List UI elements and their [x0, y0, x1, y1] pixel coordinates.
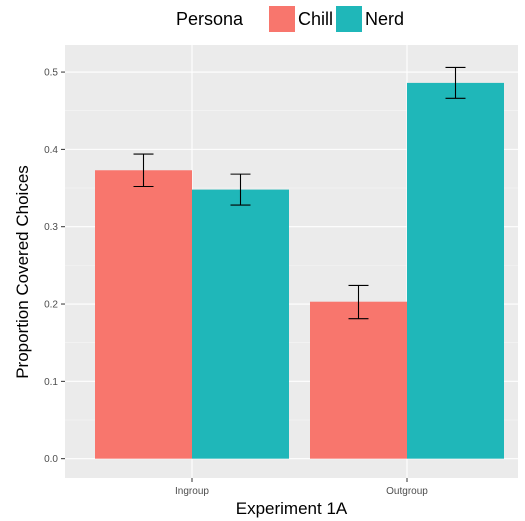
- y-tick-label: 0.5: [44, 68, 58, 79]
- y-tick-label: 0.1: [44, 377, 58, 388]
- y-tick-label: 0.3: [44, 222, 58, 233]
- x-axis-title: Experiment 1A: [236, 499, 348, 518]
- legend: Persona Chill Nerd: [176, 6, 404, 32]
- y-tick-label: 0.2: [44, 300, 58, 311]
- bars: [95, 82, 504, 459]
- bar-chill-outgroup: [310, 301, 407, 459]
- x-tick-label: Ingroup: [175, 486, 209, 497]
- legend-title: Persona: [176, 9, 244, 29]
- y-axis: 0.0 0.1 0.2 0.3 0.4 0.5: [44, 68, 65, 465]
- y-axis-title: Proportion Covered Choices: [13, 165, 32, 379]
- legend-label-nerd: Nerd: [365, 9, 404, 29]
- x-axis: Ingroup Outgroup: [175, 478, 428, 497]
- bar-chill-ingroup: [95, 170, 192, 459]
- error-bar-chill-outgroup: [348, 284, 369, 320]
- error-bars: [133, 66, 466, 320]
- error-bar-nerd-ingroup: [230, 173, 251, 206]
- y-tick-label: 0.0: [44, 454, 58, 465]
- y-tick-label: 0.4: [44, 145, 58, 156]
- bar-nerd-ingroup: [192, 189, 289, 459]
- error-bar-chill-ingroup: [133, 153, 154, 188]
- legend-label-chill: Chill: [298, 9, 333, 29]
- legend-key-nerd: [336, 6, 362, 32]
- legend-key-chill: [269, 6, 295, 32]
- x-tick-label: Outgroup: [386, 486, 428, 497]
- bar-nerd-outgroup: [407, 82, 504, 459]
- error-bar-nerd-outgroup: [445, 66, 466, 99]
